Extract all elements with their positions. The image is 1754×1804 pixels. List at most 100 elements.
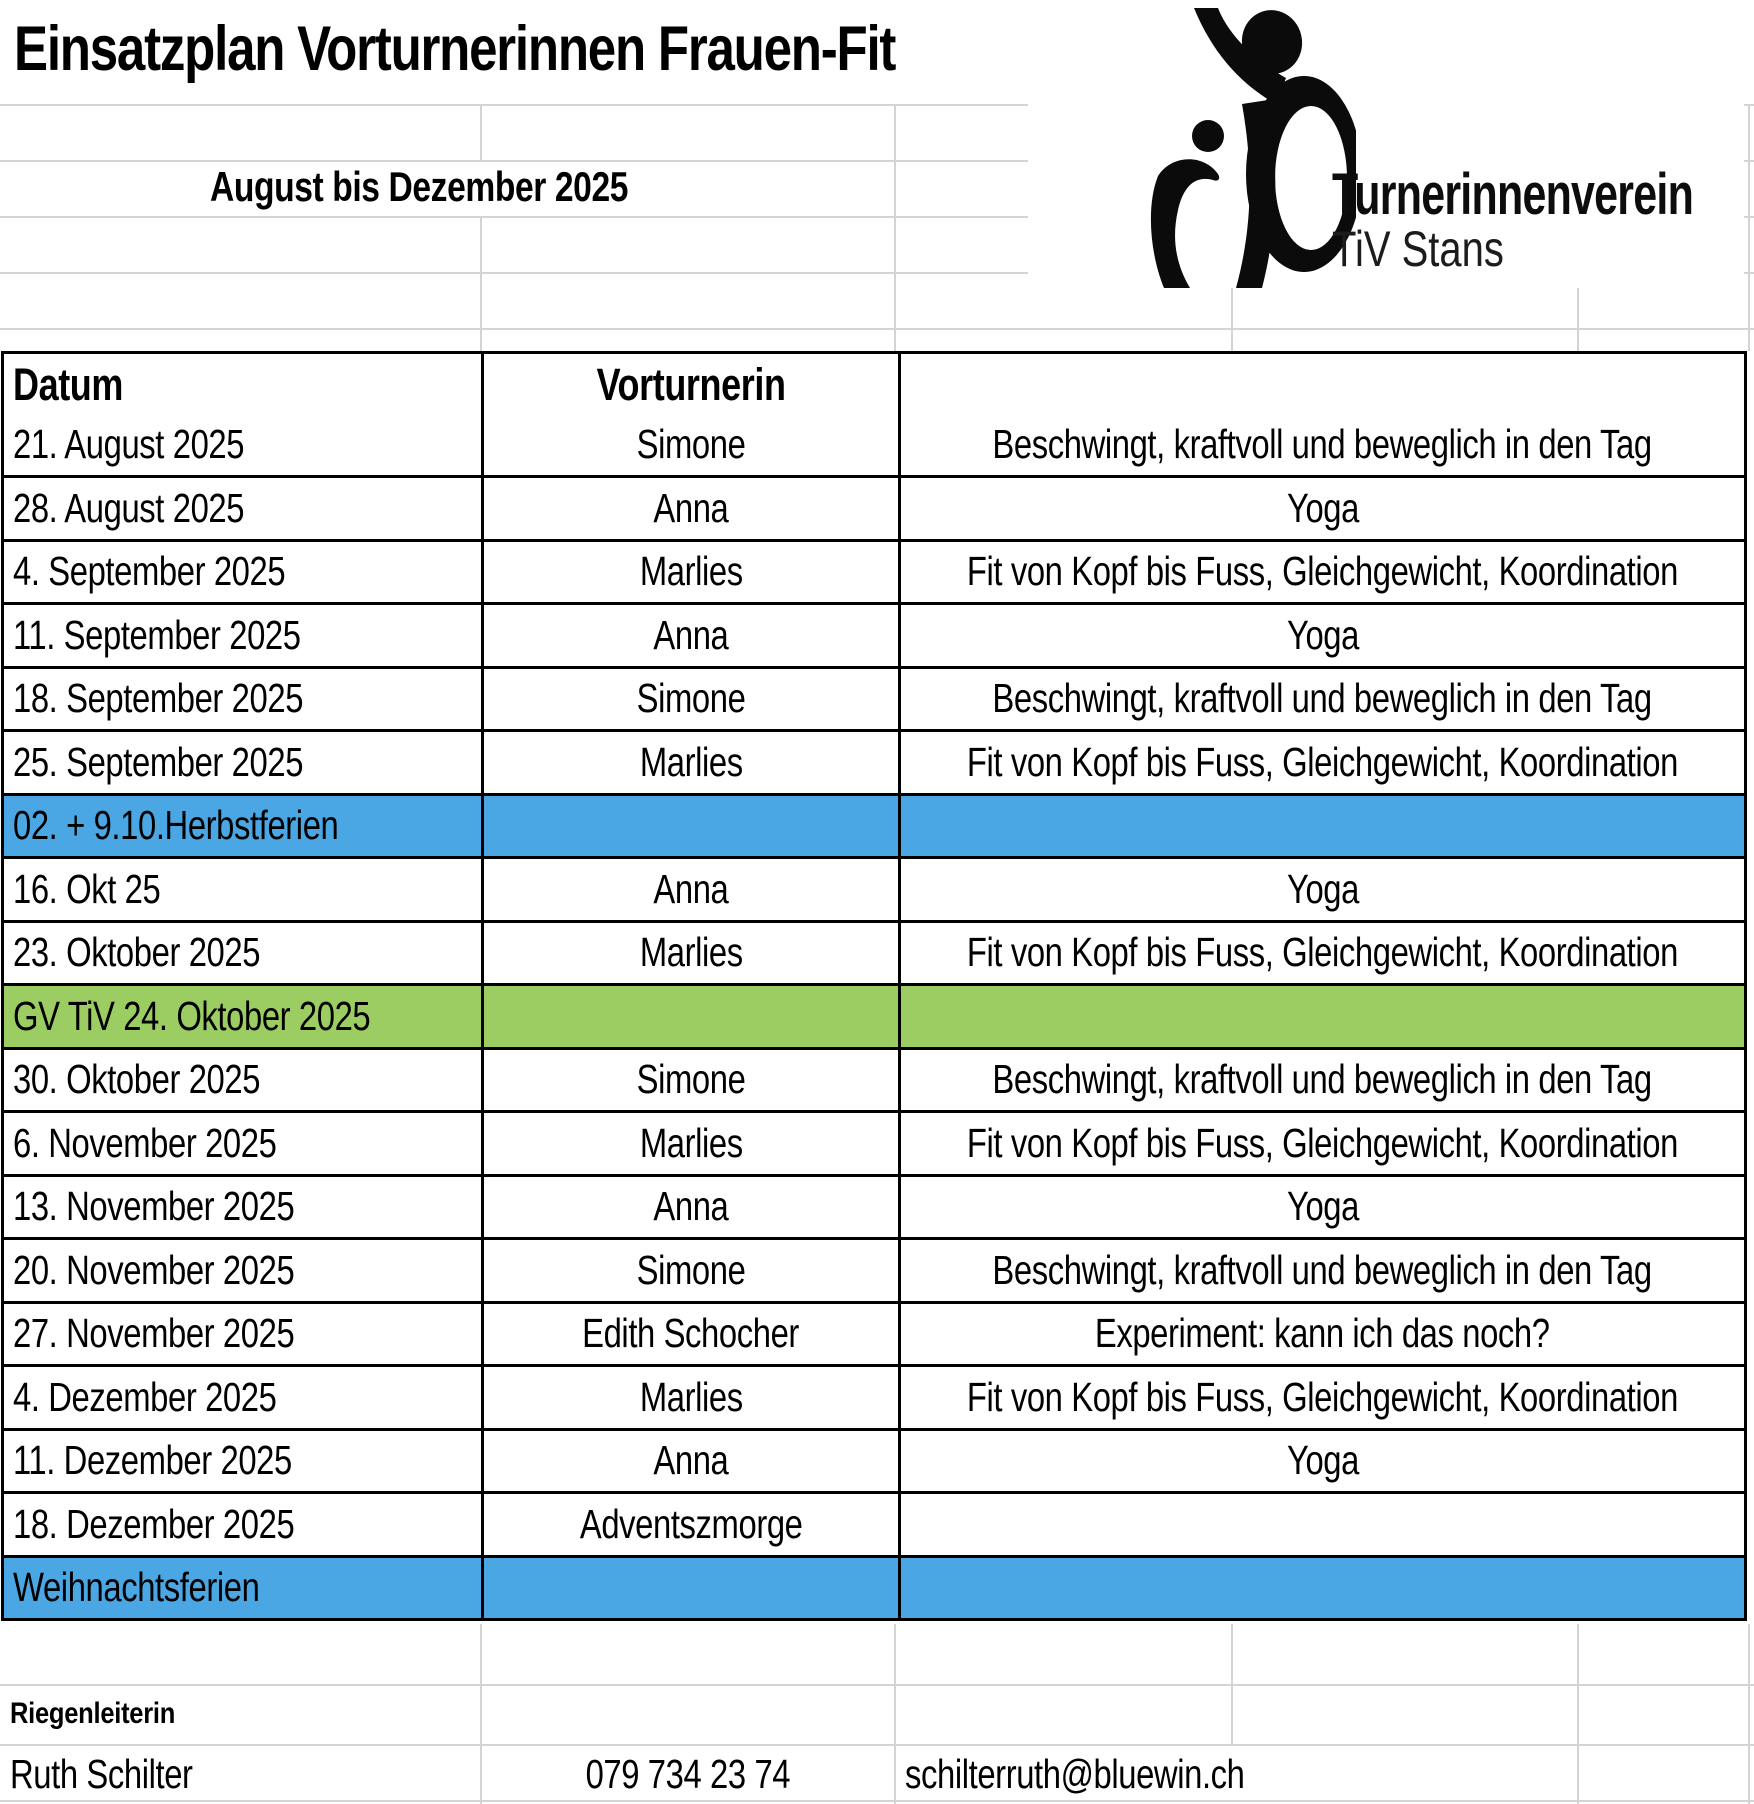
- cell-program-text: Fit von Kopf bis Fuss, Gleichgewicht, Ko…: [966, 738, 1679, 785]
- cell-date[interactable]: 23. Oktober 2025: [4, 922, 481, 983]
- cell-program[interactable]: Fit von Kopf bis Fuss, Gleichgewicht, Ko…: [898, 1367, 1744, 1428]
- cell-date-text: GV TiV 24. Oktober 2025: [13, 992, 371, 1039]
- cell-instructor[interactable]: Simone: [481, 414, 898, 475]
- cell-date[interactable]: 18. September 2025: [4, 668, 481, 729]
- header-date-cell[interactable]: Datum: [4, 354, 481, 415]
- cell-program[interactable]: Fit von Kopf bis Fuss, Gleichgewicht, Ko…: [898, 922, 1744, 983]
- header-date-label: Datum: [13, 358, 124, 410]
- role-label-text: Riegenleiterin: [10, 1697, 176, 1730]
- table-row: GV TiV 24. Oktober 2025: [4, 983, 1744, 1047]
- cell-instructor-text: Marlies: [639, 1373, 743, 1420]
- cell-date-text: 13. November 2025: [13, 1183, 295, 1230]
- cell-date[interactable]: 4. September 2025: [4, 541, 481, 602]
- cell-date[interactable]: 13. November 2025: [4, 1176, 481, 1237]
- cell-date[interactable]: 21. August 2025: [4, 414, 481, 475]
- cell-program[interactable]: Yoga: [898, 605, 1744, 666]
- cell-program[interactable]: Yoga: [898, 1176, 1744, 1237]
- cell-instructor-text: Simone: [636, 421, 746, 468]
- cell-date[interactable]: 30. Oktober 2025: [4, 1049, 481, 1110]
- leader-email-cell[interactable]: schilterruth@bluewin.ch: [905, 1746, 1329, 1802]
- cell-date-text: 25. September 2025: [13, 738, 304, 785]
- cell-date[interactable]: 4. Dezember 2025: [4, 1367, 481, 1428]
- club-logo[interactable]: Turnerinnenverein TiV Stans: [1028, 6, 1744, 288]
- cell-date-text: 18. Dezember 2025: [13, 1500, 295, 1547]
- table-row: 28. August 2025 Anna Yoga: [4, 475, 1744, 539]
- cell-program[interactable]: Experiment: kann ich das noch?: [898, 1303, 1744, 1364]
- cell-program[interactable]: Beschwingt, kraftvoll und beweglich in d…: [898, 1049, 1744, 1110]
- cell-program[interactable]: Beschwingt, kraftvoll und beweglich in d…: [898, 414, 1744, 475]
- leader-name-cell[interactable]: Ruth Schilter: [10, 1746, 238, 1802]
- period-subtitle-text: August bis Dezember 2025: [210, 163, 629, 210]
- cell-instructor-text: Anna: [653, 611, 729, 658]
- cell-program[interactable]: Yoga: [898, 478, 1744, 539]
- table-row: 21. August 2025 Simone Beschwingt, kraftvo…: [4, 414, 1744, 475]
- table-row: 02. + 9.10.Herbstferien: [4, 792, 1744, 856]
- leader-phone-cell[interactable]: 079 734 23 74: [482, 1746, 894, 1802]
- cell-program[interactable]: Fit von Kopf bis Fuss, Gleichgewicht, Ko…: [898, 541, 1744, 602]
- cell-instructor[interactable]: Adventszmorge: [481, 1494, 898, 1555]
- gridline: [1748, 1624, 1750, 1804]
- cell-instructor-text: Anna: [653, 484, 729, 531]
- period-subtitle[interactable]: August bis Dezember 2025: [210, 158, 733, 216]
- table-row: 4. September 2025 Marlies Fit von Kopf bis…: [4, 538, 1744, 602]
- cell-instructor[interactable]: Marlies: [481, 922, 898, 983]
- cell-date[interactable]: 28. August 2025: [4, 478, 481, 539]
- cell-instructor[interactable]: Marlies: [481, 1113, 898, 1174]
- cell-instructor[interactable]: Anna: [481, 1430, 898, 1491]
- cell-date-text: 6. November 2025: [13, 1119, 277, 1166]
- cell-date[interactable]: 11. Dezember 2025: [4, 1430, 481, 1491]
- cell-program-text: Yoga: [1286, 1183, 1359, 1230]
- cell-program[interactable]: Yoga: [898, 859, 1744, 920]
- role-label-cell[interactable]: Riegenleiterin: [10, 1684, 204, 1744]
- cell-date-text: 21. August 2025: [13, 421, 245, 468]
- cell-program-text: Fit von Kopf bis Fuss, Gleichgewicht, Ko…: [966, 929, 1679, 976]
- cell-program[interactable]: [898, 1494, 1744, 1555]
- cell-instructor[interactable]: [481, 795, 898, 856]
- cell-program[interactable]: Fit von Kopf bis Fuss, Gleichgewicht, Ko…: [898, 1113, 1744, 1174]
- cell-date[interactable]: 18. Dezember 2025: [4, 1494, 481, 1555]
- cell-instructor[interactable]: Edith Schocher: [481, 1303, 898, 1364]
- page-title[interactable]: Einsatzplan Vorturnerinnen Frauen-Fit: [14, 0, 1102, 98]
- cell-program[interactable]: Beschwingt, kraftvoll und beweglich in d…: [898, 1240, 1744, 1301]
- cell-date[interactable]: 20. November 2025: [4, 1240, 481, 1301]
- header-instructor-cell[interactable]: Vorturnerin: [481, 354, 898, 415]
- cell-instructor-text: Marlies: [639, 929, 743, 976]
- table-row: Weihnachtsferien: [4, 1554, 1744, 1618]
- cell-program[interactable]: Beschwingt, kraftvoll und beweglich in d…: [898, 668, 1744, 729]
- cell-instructor-text: Marlies: [639, 548, 743, 595]
- cell-instructor[interactable]: Anna: [481, 605, 898, 666]
- cell-instructor[interactable]: [481, 1557, 898, 1618]
- cell-instructor[interactable]: Marlies: [481, 732, 898, 793]
- cell-instructor[interactable]: Simone: [481, 668, 898, 729]
- cell-instructor[interactable]: Marlies: [481, 1367, 898, 1428]
- cell-date[interactable]: 11. September 2025: [4, 605, 481, 666]
- gridline: [0, 272, 1754, 274]
- cell-program[interactable]: Fit von Kopf bis Fuss, Gleichgewicht, Ko…: [898, 732, 1744, 793]
- cell-date-text: 11. September 2025: [13, 611, 301, 658]
- gridline: [0, 104, 1754, 106]
- cell-program[interactable]: [898, 1557, 1744, 1618]
- cell-instructor[interactable]: Anna: [481, 859, 898, 920]
- page-title-text: Einsatzplan Vorturnerinnen Frauen-Fit: [14, 13, 896, 84]
- cell-instructor[interactable]: Marlies: [481, 541, 898, 602]
- leader-phone-text: 079 734 23 74: [585, 1750, 791, 1797]
- cell-date[interactable]: Weihnachtsferien: [4, 1557, 481, 1618]
- cell-instructor[interactable]: Simone: [481, 1240, 898, 1301]
- cell-date[interactable]: 25. September 2025: [4, 732, 481, 793]
- header-program-cell[interactable]: [898, 354, 1744, 415]
- cell-date[interactable]: GV TiV 24. Oktober 2025: [4, 986, 481, 1047]
- cell-date[interactable]: 16. Okt 25: [4, 859, 481, 920]
- cell-instructor[interactable]: Simone: [481, 1049, 898, 1110]
- cell-date[interactable]: 02. + 9.10.Herbstferien: [4, 795, 481, 856]
- cell-date[interactable]: 27. November 2025: [4, 1303, 481, 1364]
- cell-instructor[interactable]: Anna: [481, 1176, 898, 1237]
- cell-program-text: Beschwingt, kraftvoll und beweglich in d…: [992, 1246, 1653, 1293]
- cell-date[interactable]: 6. November 2025: [4, 1113, 481, 1174]
- cell-instructor[interactable]: Anna: [481, 478, 898, 539]
- cell-program[interactable]: Yoga: [898, 1430, 1744, 1491]
- cell-instructor-text: Anna: [653, 1437, 729, 1484]
- cell-program-text: Beschwingt, kraftvoll und beweglich in d…: [992, 1056, 1653, 1103]
- cell-program[interactable]: [898, 795, 1744, 856]
- cell-instructor[interactable]: [481, 986, 898, 1047]
- cell-program[interactable]: [898, 986, 1744, 1047]
